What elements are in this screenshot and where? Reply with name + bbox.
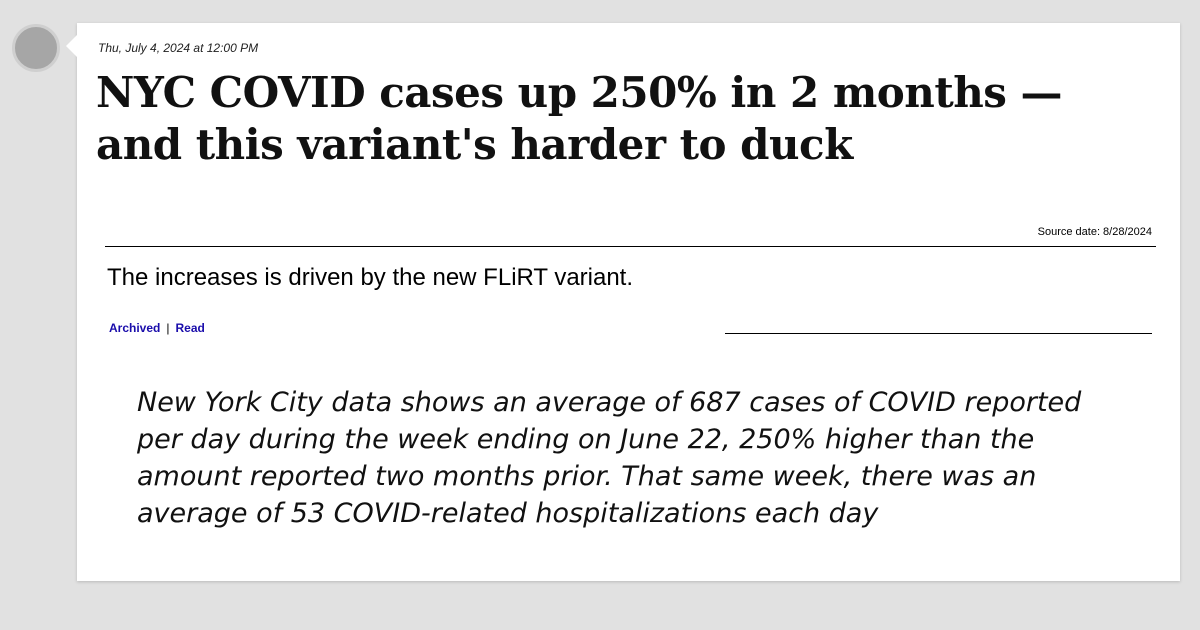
headline: NYC COVID cases up 250% in 2 months — an… [96, 68, 1063, 169]
link-separator: | [166, 321, 170, 335]
avatar[interactable] [12, 24, 60, 72]
divider [105, 246, 1156, 247]
post-card: Thu, July 4, 2024 at 12:00 PM NYC COVID … [66, 23, 1180, 581]
read-link[interactable]: Read [175, 321, 205, 335]
link-bar: Archived | Read [109, 321, 205, 335]
quote-text: New York City data shows an average of 6… [137, 387, 1082, 529]
archived-link[interactable]: Archived [109, 321, 161, 335]
divider [725, 333, 1152, 334]
subtitle: The increases is driven by the new FLiRT… [107, 264, 634, 291]
card-pointer [66, 35, 77, 57]
post-timestamp: Thu, July 4, 2024 at 12:00 PM [98, 41, 259, 55]
source-date: Source date: 8/28/2024 [1037, 226, 1152, 238]
